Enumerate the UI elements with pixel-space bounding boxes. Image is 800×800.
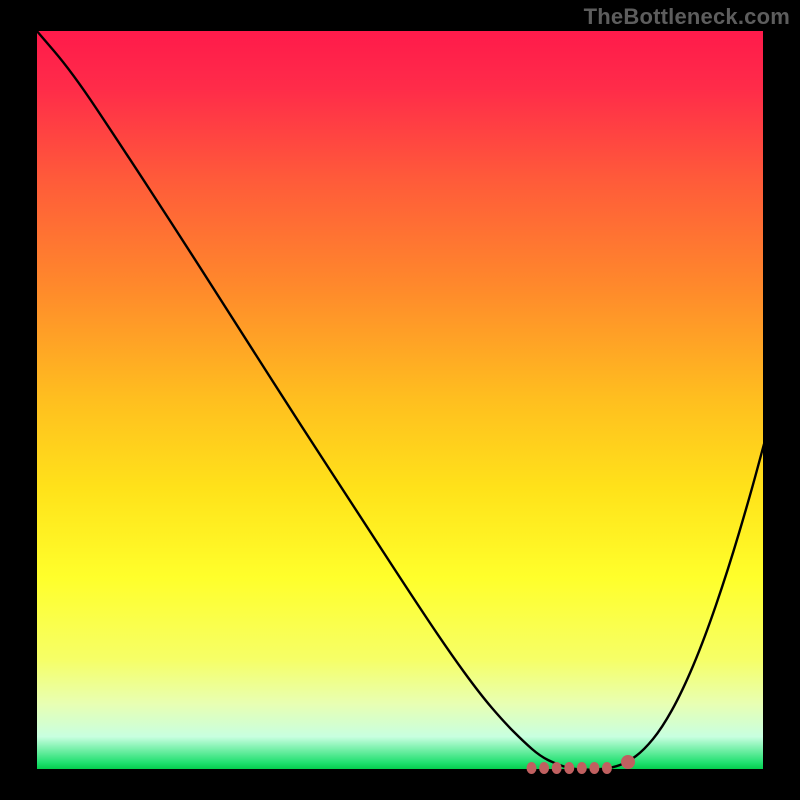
trough-dash xyxy=(539,762,549,774)
trough-dash xyxy=(527,762,537,774)
trough-dash xyxy=(602,762,612,774)
trough-dash xyxy=(564,762,574,774)
chart-stage: TheBottleneck.com xyxy=(0,0,800,800)
trough-dash xyxy=(589,762,599,774)
trough-dash xyxy=(577,762,587,774)
bottleneck-chart xyxy=(0,0,800,800)
trough-dot xyxy=(621,755,635,769)
trough-dash xyxy=(552,762,562,774)
watermark-text: TheBottleneck.com xyxy=(584,4,790,30)
gradient-background xyxy=(36,30,764,770)
